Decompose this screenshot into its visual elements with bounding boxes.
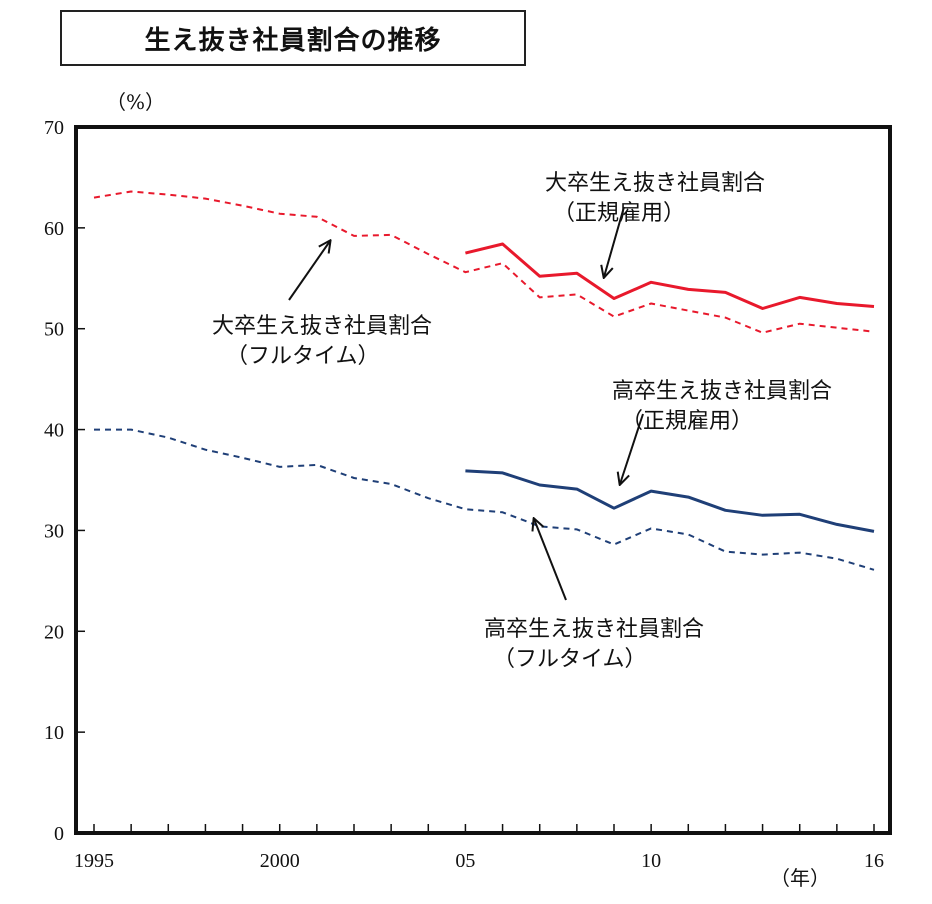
y-tick-label: 30 — [44, 520, 64, 542]
chart-title: 生え抜き社員割合の推移 — [144, 25, 442, 56]
y-tick-label: 10 — [44, 722, 64, 744]
annotation-arrow — [620, 413, 644, 484]
y-tick-label: 40 — [44, 420, 64, 442]
y-tick-label: 0 — [54, 823, 64, 845]
series-line-4 — [465, 469, 875, 533]
annotation-arrow — [534, 519, 567, 601]
y-axis-unit-label: （%） — [106, 90, 166, 114]
annotation-arrow — [288, 241, 330, 301]
y-tick-label: 60 — [44, 218, 64, 240]
annotation-sublabel: （フルタイム） — [493, 647, 647, 672]
annotation-label: 大卒生え抜き社員割合 — [545, 171, 765, 196]
annotation-arrow — [604, 206, 625, 277]
plot-area-frame — [74, 125, 892, 835]
chart-title-box: 生え抜き社員割合の推移 — [60, 10, 526, 66]
x-axis-unit-label: （年） — [770, 866, 830, 890]
annotation-label: 高卒生え抜き社員割合 — [612, 379, 832, 404]
x-tick-label: 10 — [641, 850, 661, 872]
y-tick-label: 20 — [44, 621, 64, 643]
annotation-sublabel: （正規雇用） — [621, 409, 753, 434]
annotation-sublabel: （フルタイム） — [226, 344, 380, 369]
x-tick-label: 05 — [455, 850, 475, 872]
series-line-3 — [94, 428, 875, 571]
y-tick-label: 70 — [44, 117, 64, 139]
series-line-1 — [93, 190, 875, 334]
x-tick-label: 2000 — [260, 850, 300, 872]
series-line-2 — [465, 242, 875, 310]
x-tick-label: 16 — [864, 850, 884, 872]
x-tick-label: 1995 — [74, 850, 114, 872]
annotation-label: 高卒生え抜き社員割合 — [484, 617, 704, 642]
annotation-label: 大卒生え抜き社員割合 — [212, 314, 432, 339]
y-tick-label: 50 — [44, 319, 64, 341]
